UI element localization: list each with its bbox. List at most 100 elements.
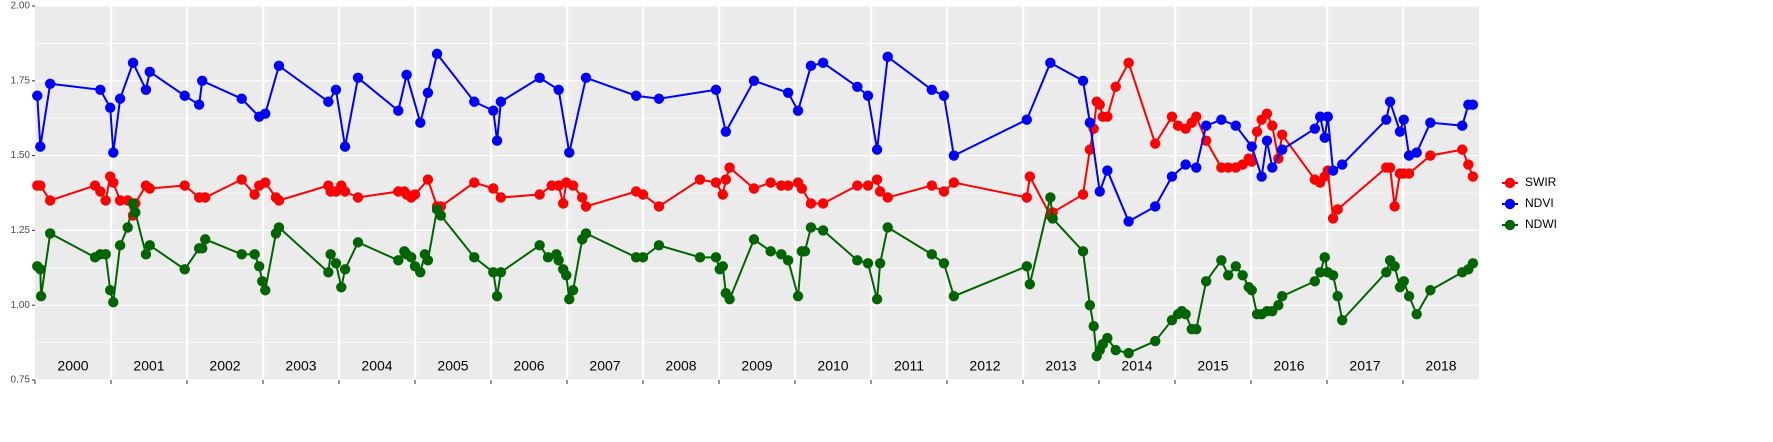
data-point: [1191, 162, 1202, 173]
data-point: [710, 177, 722, 188]
data-point: [197, 75, 208, 87]
data-point: [393, 255, 404, 266]
data-point: [564, 147, 575, 158]
data-point: [553, 255, 564, 266]
data-point: [336, 282, 347, 293]
year-label: 2013: [1045, 358, 1076, 374]
data-point: [1332, 204, 1343, 215]
data-point: [1327, 270, 1339, 281]
year-label: 2002: [209, 358, 240, 374]
year-label: 2010: [817, 358, 848, 374]
data-point: [926, 180, 937, 191]
legend-label: SWIR: [1525, 175, 1557, 189]
data-point: [765, 246, 776, 257]
data-point: [882, 192, 893, 203]
data-point: [637, 252, 649, 263]
data-point: [193, 99, 205, 110]
data-point: [1384, 96, 1396, 107]
data-point: [45, 78, 56, 89]
legend-marker: [1504, 219, 1516, 231]
data-point: [140, 249, 152, 260]
data-point: [567, 180, 579, 191]
data-point: [564, 294, 575, 305]
data-point: [409, 189, 421, 200]
data-point: [1180, 159, 1191, 170]
data-point: [1337, 159, 1348, 170]
data-point: [805, 222, 817, 233]
data-point: [1216, 114, 1227, 125]
data-point: [792, 105, 804, 116]
data-point: [748, 183, 760, 194]
data-point: [339, 141, 351, 152]
data-point: [871, 294, 883, 305]
data-point: [352, 237, 364, 248]
data-point: [200, 234, 211, 245]
data-point: [114, 93, 126, 104]
data-point: [35, 180, 46, 191]
data-point: [782, 87, 794, 98]
data-point: [236, 249, 247, 260]
data-point: [694, 252, 706, 263]
data-point: [1261, 108, 1273, 119]
data-point: [1411, 308, 1422, 320]
data-point: [1200, 120, 1212, 131]
data-point: [469, 96, 480, 107]
data-point: [630, 90, 642, 101]
data-point: [1123, 216, 1134, 227]
data-point: [144, 240, 155, 251]
data-point: [1314, 267, 1326, 278]
data-point: [254, 261, 265, 272]
year-label: 2003: [285, 358, 316, 374]
data-point: [637, 189, 649, 200]
data-point: [1216, 255, 1227, 266]
data-point: [1337, 314, 1348, 326]
data-point: [782, 180, 794, 191]
data-point: [926, 84, 937, 95]
data-point: [748, 75, 760, 87]
data-point: [339, 186, 351, 197]
data-point: [542, 252, 554, 263]
data-point: [1314, 111, 1326, 122]
data-point: [1024, 279, 1036, 290]
data-point: [1267, 162, 1278, 173]
data-point: [495, 267, 507, 278]
data-point: [1045, 192, 1056, 203]
data-point: [197, 243, 208, 254]
data-point: [1425, 285, 1436, 296]
data-point: [260, 177, 271, 188]
data-point: [948, 291, 960, 302]
data-point: [948, 177, 960, 188]
data-point: [1088, 320, 1099, 332]
data-point: [1322, 111, 1333, 122]
series: [32, 48, 1479, 227]
y-tick-label: 2.00: [11, 1, 31, 12]
data-point: [1389, 261, 1400, 272]
data-point: [415, 117, 426, 128]
data-point: [748, 234, 760, 245]
data-point: [1273, 300, 1284, 311]
data-point: [653, 201, 665, 212]
data-point: [1327, 213, 1339, 224]
data-point: [862, 180, 874, 191]
data-point: [105, 102, 116, 113]
data-point: [782, 255, 794, 266]
year-label: 2000: [57, 358, 88, 374]
data-point: [1191, 111, 1202, 122]
data-point: [1403, 291, 1415, 302]
data-point: [1276, 129, 1288, 140]
data-point: [1384, 162, 1396, 173]
data-point: [796, 183, 808, 194]
data-point: [1389, 201, 1400, 212]
data-point: [469, 177, 480, 188]
data-point: [1084, 117, 1096, 128]
data-point: [1110, 81, 1121, 92]
data-point: [495, 96, 507, 107]
data-point: [1150, 335, 1161, 347]
year-label: 2014: [1121, 358, 1152, 374]
data-point: [558, 198, 569, 209]
data-point: [938, 186, 950, 197]
data-point: [1230, 261, 1242, 272]
data-point: [35, 291, 47, 302]
year-label: 2017: [1349, 358, 1380, 374]
data-point: [717, 261, 728, 272]
